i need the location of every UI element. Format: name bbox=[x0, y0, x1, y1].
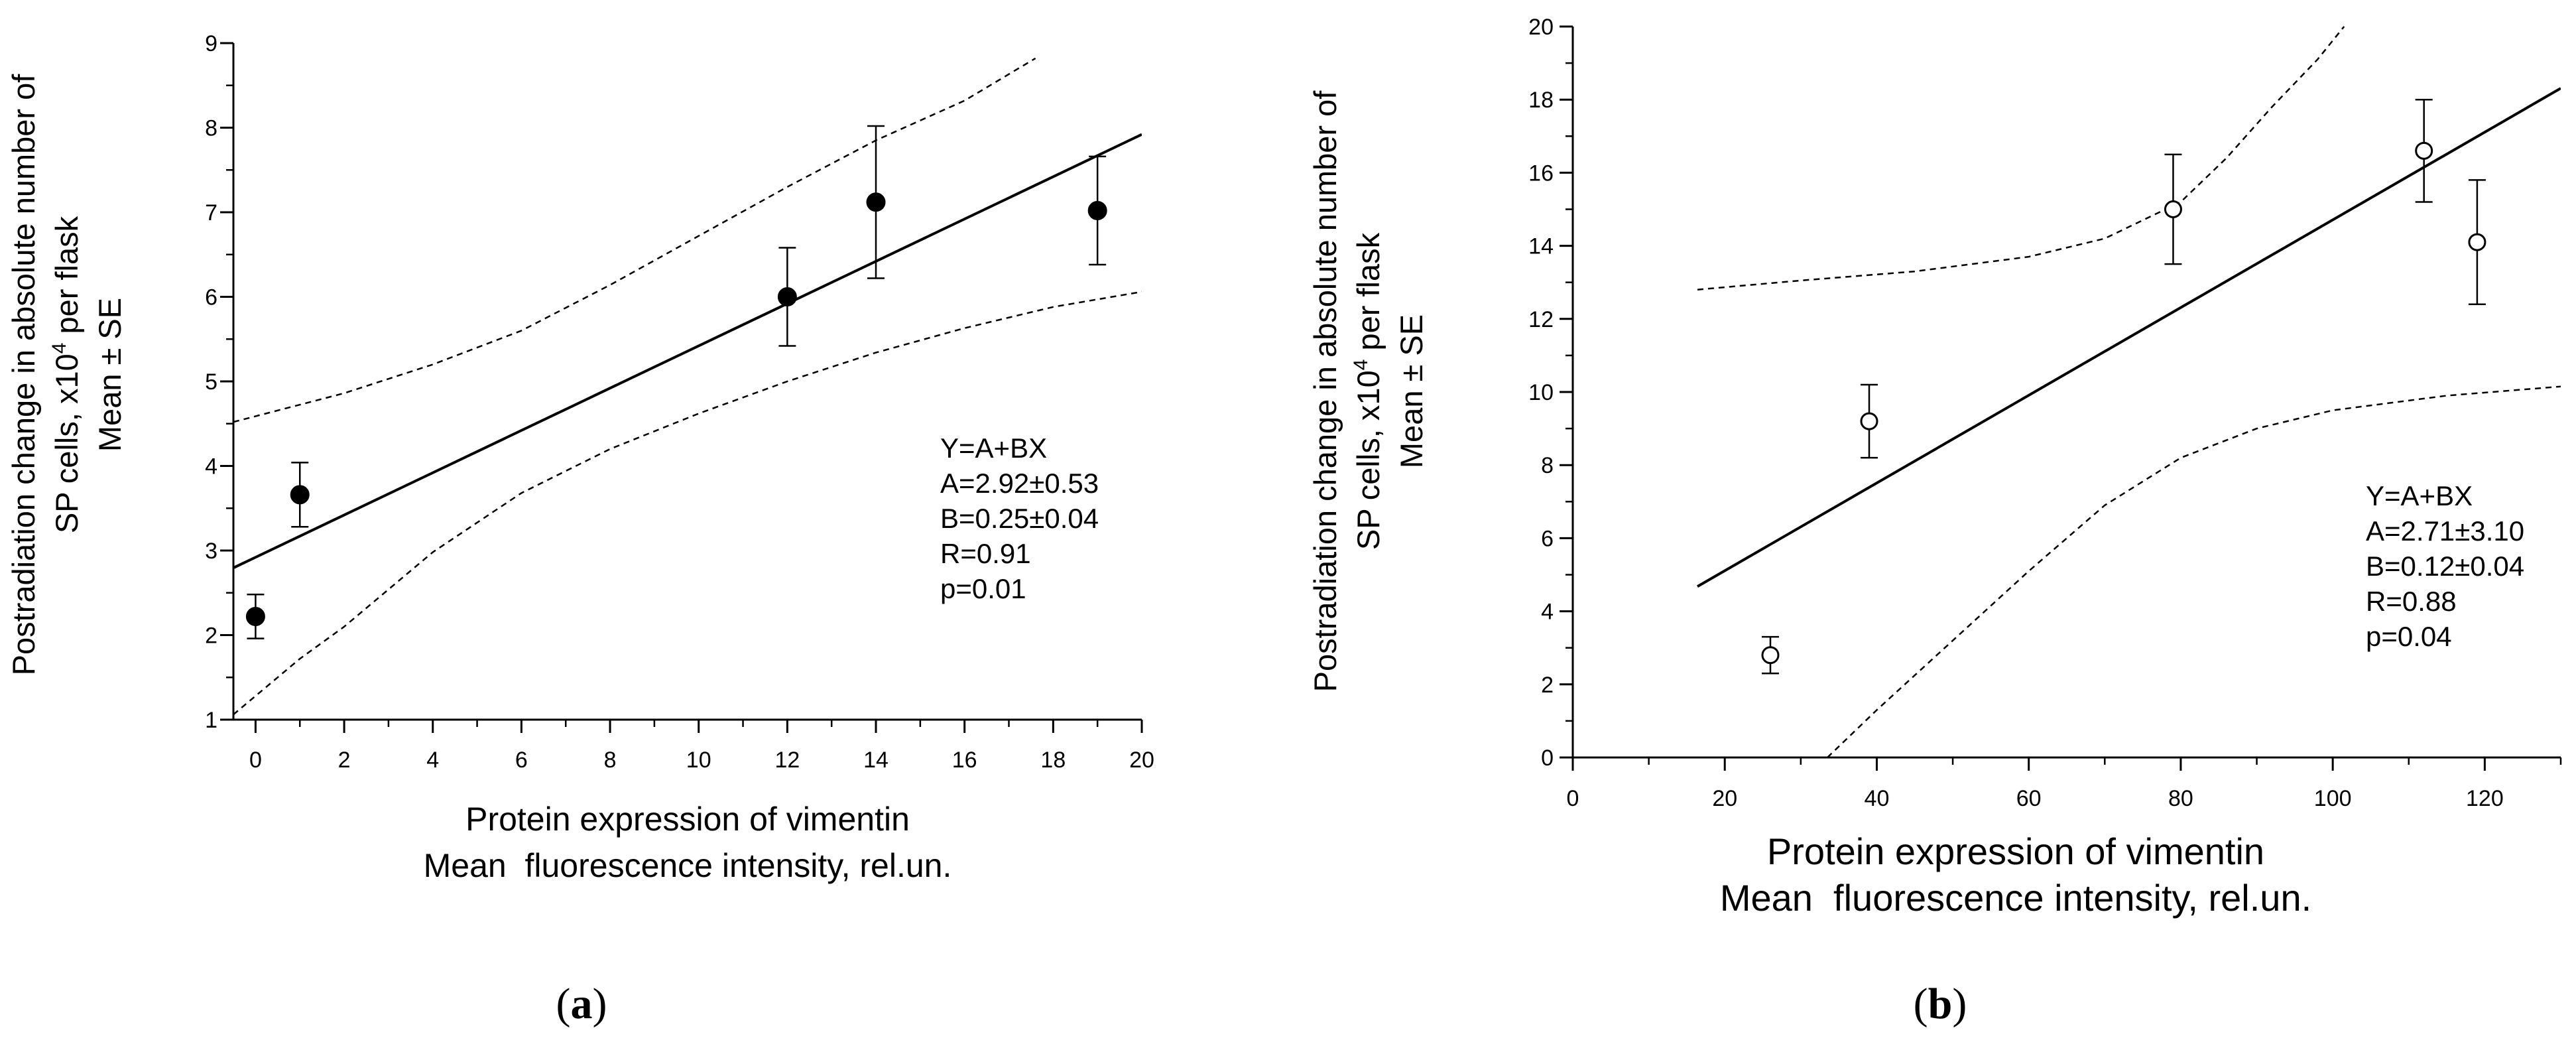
x-tick-label: 14 bbox=[863, 748, 889, 773]
confidence-band-upper bbox=[233, 57, 1036, 423]
x-axis-label: Mean fluorescence intensity, rel.un. bbox=[424, 847, 952, 884]
data-point bbox=[2468, 233, 2486, 251]
y-tick-label: 9 bbox=[205, 31, 217, 56]
y-tick-label: 6 bbox=[1541, 526, 1554, 551]
y-tick-label: 10 bbox=[1528, 380, 1554, 405]
chart-panel-a: 0 2 4 6 8 10 12 14 16 18 20123456789Y=A+BXA=2.92±0… bbox=[6, 31, 1154, 1028]
panel-label: (b) bbox=[1914, 980, 1967, 1028]
regression-annotation-line: R=0.91 bbox=[940, 538, 1031, 569]
y-tick-label: 12 bbox=[1528, 307, 1554, 332]
x-tick-label: 80 bbox=[2168, 786, 2193, 811]
y-axis-label-superscript: 4 bbox=[1350, 359, 1372, 371]
regression-line bbox=[233, 133, 1142, 569]
regression-annotation-line: B=0.12±0.04 bbox=[2366, 551, 2524, 582]
y-axis-label: SP cells, x104 per flask bbox=[48, 216, 84, 533]
y-axis-label-part: SP cells, x10 bbox=[49, 354, 84, 533]
x-tick-label: 120 bbox=[2466, 786, 2504, 811]
x-tick-label: 100 bbox=[2314, 786, 2352, 811]
panel-label: (a) bbox=[556, 980, 607, 1028]
x-tick-label: 20 bbox=[1712, 786, 1737, 811]
x-axis-label: Protein expression of vimentin bbox=[1767, 830, 2264, 872]
y-axis-label: SP cells, x104 per flask bbox=[1350, 232, 1386, 550]
x-axis-label: Mean fluorescence intensity, rel.un. bbox=[1720, 877, 2311, 919]
y-tick-label: 4 bbox=[1541, 600, 1554, 625]
y-tick-label: 7 bbox=[205, 200, 217, 226]
y-tick-label: 16 bbox=[1528, 161, 1554, 186]
x-axis-label: Protein expression of vimentin bbox=[465, 801, 910, 838]
y-tick-label: 2 bbox=[205, 623, 217, 649]
confidence-band-upper bbox=[1697, 26, 2345, 291]
confidence-band-lower bbox=[233, 291, 1142, 716]
y-axis-label-part: per flask bbox=[1351, 232, 1386, 359]
y-axis-label: Postradiation change in absolute number … bbox=[6, 74, 41, 676]
regression-annotation-line: p=0.01 bbox=[940, 573, 1026, 604]
regression-annotation-line: Y=A+BX bbox=[940, 432, 1047, 464]
x-tick-label: 16 bbox=[952, 748, 977, 773]
y-tick-label: 4 bbox=[205, 454, 217, 480]
panel-label-paren: ) bbox=[593, 980, 607, 1028]
panel-label-letter: b bbox=[1928, 980, 1953, 1028]
x-tick-label: 60 bbox=[2016, 786, 2042, 811]
panel-label-paren: ( bbox=[1914, 980, 1928, 1028]
data-point bbox=[1761, 646, 1780, 665]
data-point bbox=[2164, 200, 2182, 218]
data-point bbox=[245, 606, 265, 626]
data-point bbox=[2415, 141, 2433, 160]
y-tick-label: 0 bbox=[1541, 746, 1554, 771]
y-tick-label: 8 bbox=[1541, 453, 1554, 478]
x-tick-label: 0 bbox=[1567, 786, 1579, 811]
y-tick-label: 6 bbox=[205, 285, 217, 310]
x-tick-label: 2 bbox=[338, 748, 351, 773]
y-tick-label: 5 bbox=[205, 369, 217, 395]
x-tick-label: 12 bbox=[774, 748, 800, 773]
x-tick-label: 20 bbox=[1129, 748, 1154, 773]
x-tick-label: 4 bbox=[426, 748, 439, 773]
plot-area bbox=[1696, 26, 2561, 757]
chart-panel-b: 0 20 40 60 80 100 120 0 2 4 6 8 10 12 14 16 18 20 Y=A+BX A=… bbox=[1308, 15, 2562, 1028]
y-tick-label: 3 bbox=[205, 539, 217, 564]
x-tick-label: 18 bbox=[1040, 748, 1066, 773]
data-point bbox=[1087, 200, 1107, 220]
panel-label-letter: a bbox=[571, 980, 593, 1028]
regression-annotation-line: B=0.25±0.04 bbox=[940, 503, 1099, 534]
y-tick-label: 20 bbox=[1528, 15, 1554, 40]
y-axis-label: Postradiation change in absolute number … bbox=[1308, 90, 1343, 692]
data-point bbox=[777, 287, 797, 306]
x-tick-label: 8 bbox=[604, 748, 617, 773]
x-tick-label: 40 bbox=[1865, 786, 1890, 811]
confidence-band-lower bbox=[1827, 385, 2561, 757]
y-tick-label: 18 bbox=[1528, 88, 1554, 113]
x-tick-label: 10 bbox=[686, 748, 711, 773]
panel-label-paren: ) bbox=[1952, 980, 1967, 1028]
y-axis-label-part: per flask bbox=[49, 216, 84, 342]
regression-annotation-line: Y=A+BX bbox=[2366, 480, 2473, 511]
panel-label-paren: ( bbox=[556, 980, 571, 1028]
regression-annotation-line: A=2.92±0.53 bbox=[940, 468, 1099, 499]
x-tick-label: 0 bbox=[249, 748, 262, 773]
regression-annotation-line: R=0.88 bbox=[2366, 586, 2457, 617]
regression-annotation-line: A=2.71±3.10 bbox=[2366, 515, 2524, 547]
y-axis-label-part: SP cells, x10 bbox=[1351, 370, 1386, 550]
y-tick-label: 14 bbox=[1528, 234, 1554, 259]
data-point bbox=[290, 485, 310, 505]
y-axis-label: Mean ± SE bbox=[92, 298, 127, 452]
y-axis-label: Mean ± SE bbox=[1394, 314, 1429, 468]
data-point bbox=[866, 192, 886, 212]
y-tick-label: 2 bbox=[1541, 673, 1554, 698]
regression-annotation-line: p=0.04 bbox=[2366, 621, 2452, 652]
y-tick-label: 8 bbox=[205, 116, 217, 141]
plot-area bbox=[233, 57, 1142, 716]
y-tick-label: 1 bbox=[205, 708, 217, 733]
y-axis-label-superscript: 4 bbox=[48, 343, 70, 354]
x-tick-label: 6 bbox=[515, 748, 528, 773]
data-point bbox=[1860, 412, 1878, 430]
regression-line bbox=[1696, 87, 2561, 588]
